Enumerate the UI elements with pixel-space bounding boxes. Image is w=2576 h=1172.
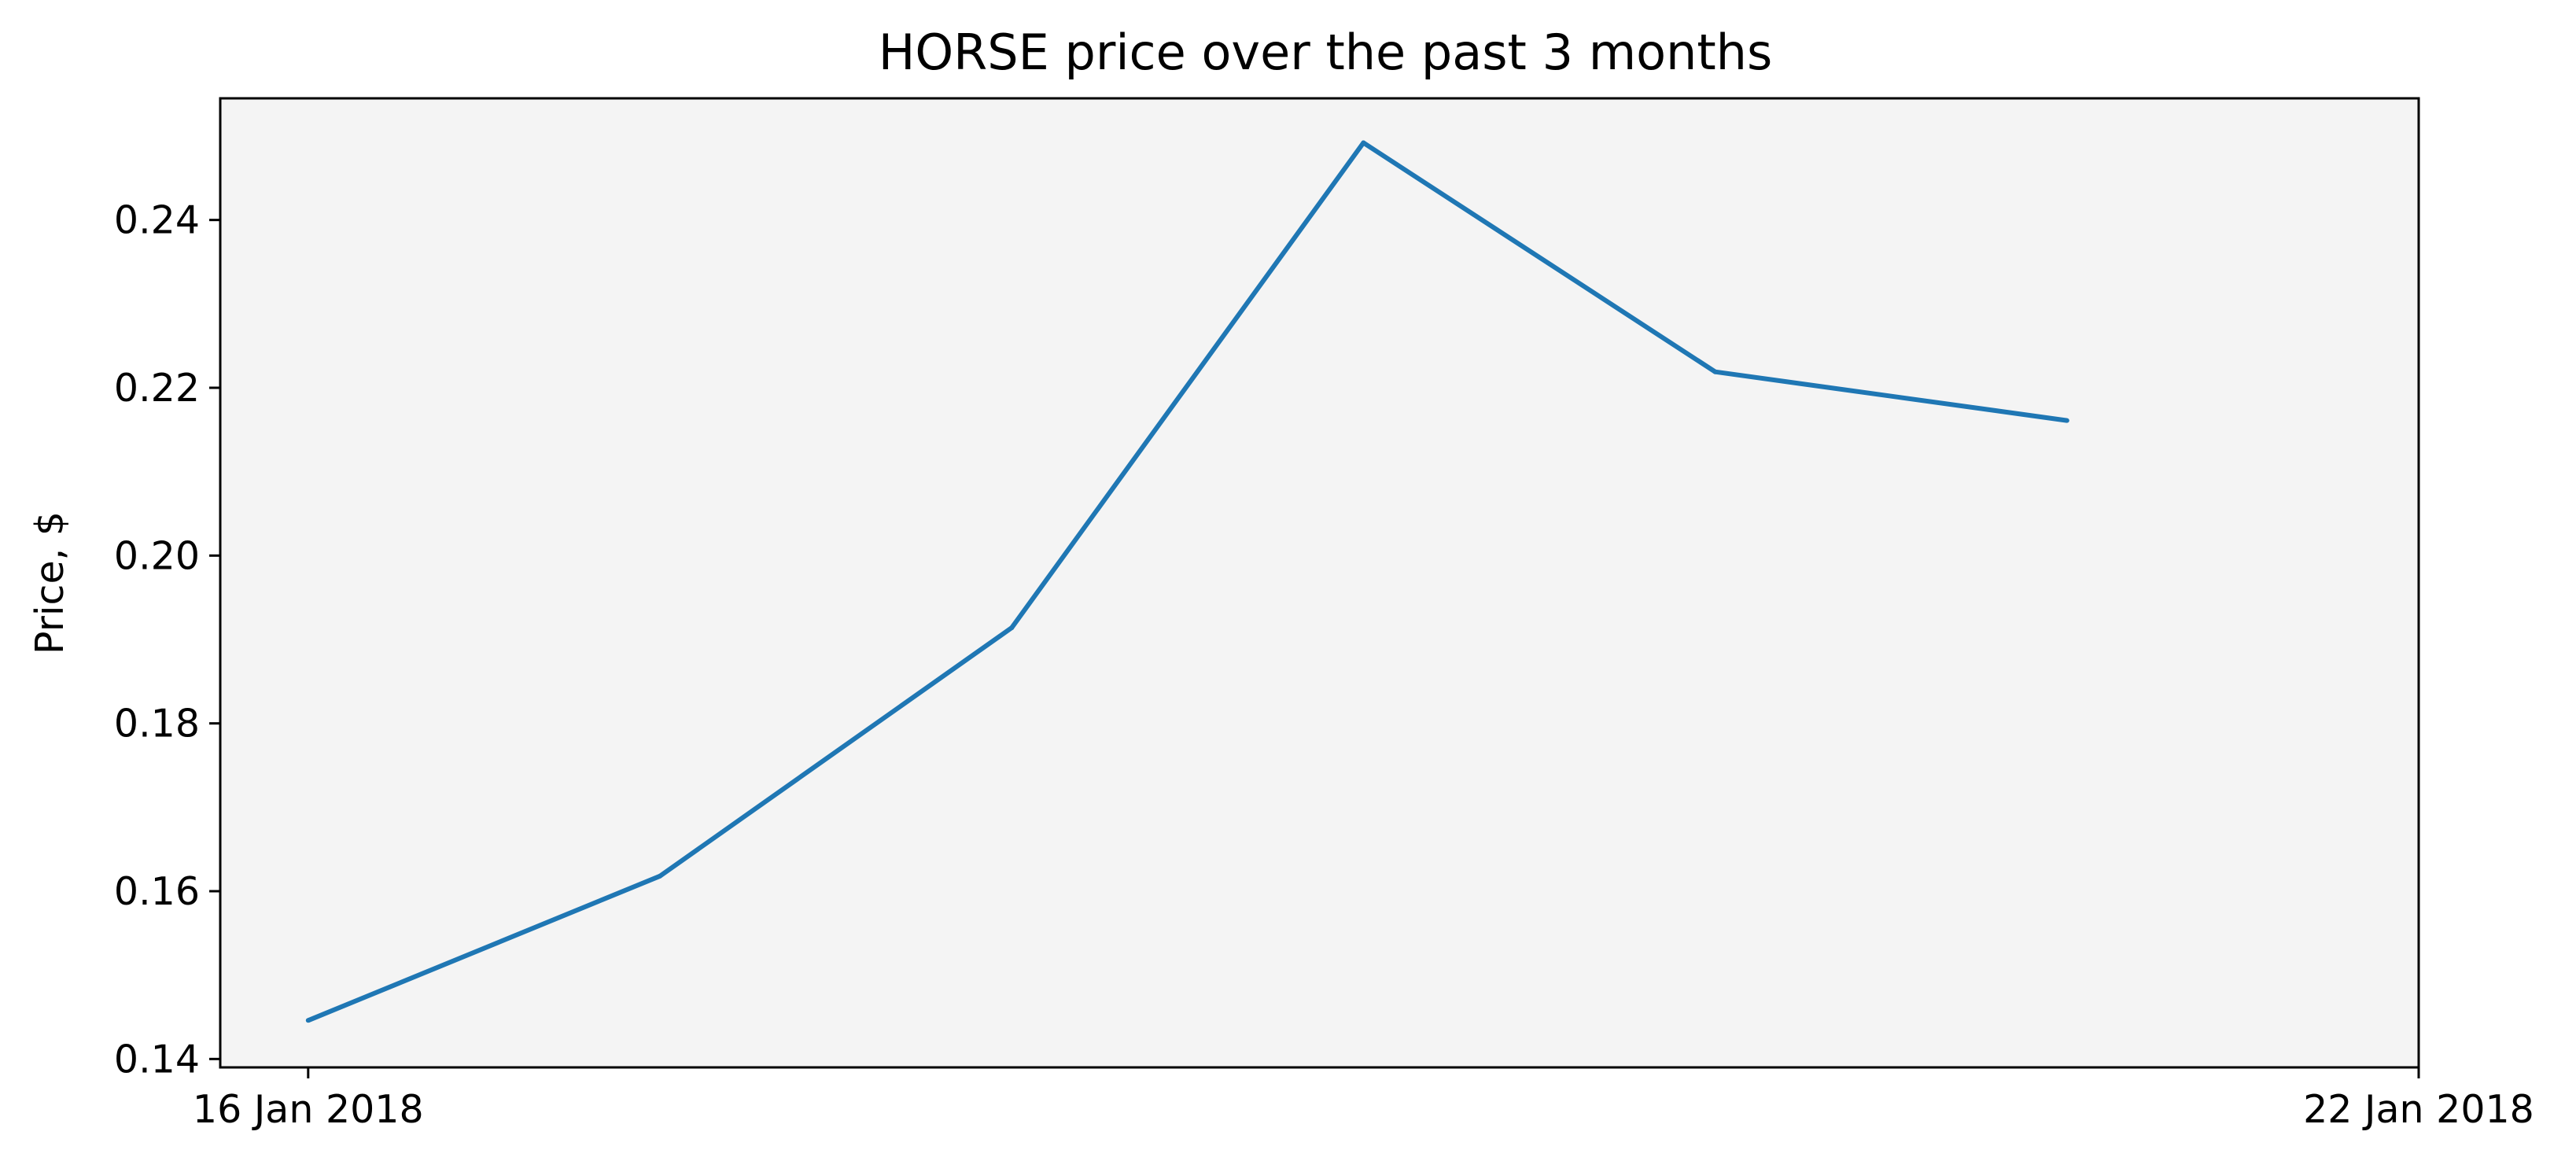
data-point <box>658 873 662 879</box>
chart-title: HORSE price over the past 3 months <box>879 24 1773 81</box>
data-point <box>305 1018 311 1023</box>
data-point <box>1009 625 1015 631</box>
data-point <box>1361 140 1366 146</box>
y-tick-label: 0.20 <box>114 533 200 578</box>
data-point <box>2064 418 2069 423</box>
series-layer <box>305 140 2069 1023</box>
y-axis-label: Price, $ <box>28 511 72 654</box>
x-tick-label: 16 Jan 2018 <box>193 1087 424 1132</box>
x-axis: 16 Jan 2018 22 Jan 2018 <box>193 1067 2534 1132</box>
plot-frame <box>219 97 2420 1069</box>
y-tick-label: 0.18 <box>114 702 200 746</box>
y-tick-label: 0.24 <box>114 198 200 243</box>
data-point <box>1712 369 1718 374</box>
y-tick-label: 0.22 <box>114 366 200 411</box>
y-tick-label: 0.14 <box>114 1037 200 1082</box>
x-tick-label: 22 Jan 2018 <box>2303 1087 2534 1132</box>
y-axis: 0.14 0.16 0.18 0.20 0.22 0.24 <box>114 198 220 1082</box>
y-tick-label: 0.16 <box>114 869 200 914</box>
series-line-0 <box>307 140 2068 1023</box>
